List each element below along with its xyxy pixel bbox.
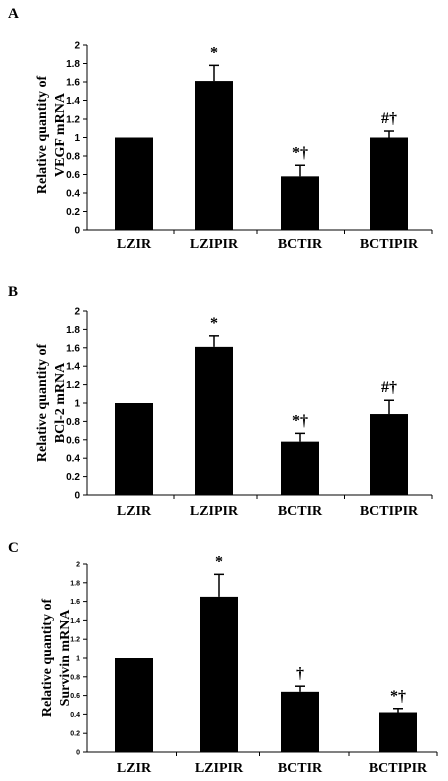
y-axis-label-line: VEGF mRNA bbox=[53, 92, 68, 177]
y-tick-label: 1.2 bbox=[70, 637, 80, 644]
x-tick-label: LZIPIR bbox=[190, 237, 239, 252]
y-tick-label: 0.8 bbox=[66, 152, 80, 163]
bar bbox=[370, 414, 408, 495]
y-tick-label: 2 bbox=[74, 307, 80, 318]
x-tick-label: BCTIPIR bbox=[369, 761, 428, 776]
y-tick-label: 0.4 bbox=[70, 712, 80, 719]
y-axis-label: Relative quantity of VEGF mRNA bbox=[35, 76, 68, 195]
x-tick-label: BCTIR bbox=[278, 761, 323, 776]
y-tick-label: 1.6 bbox=[66, 78, 80, 89]
bar bbox=[281, 441, 319, 495]
y-tick-label: 0.6 bbox=[66, 170, 80, 181]
x-tick-label: LZIPIR bbox=[195, 761, 244, 776]
y-tick-label: 2 bbox=[74, 41, 80, 52]
y-tick-label: 1.8 bbox=[70, 580, 80, 587]
bar bbox=[200, 596, 238, 752]
x-tick-label: LZIR bbox=[117, 504, 152, 519]
y-tick-label: 0.6 bbox=[70, 693, 80, 700]
significance-marker: *† bbox=[292, 412, 308, 429]
y-tick-label: 1 bbox=[76, 655, 80, 662]
bar bbox=[115, 403, 153, 495]
y-tick-label: 0 bbox=[74, 226, 80, 237]
x-tick-label: BCTIR bbox=[278, 237, 323, 252]
y-axis-label: Relative quantity of Survivin mRNA bbox=[40, 599, 73, 718]
y-tick-label: 1.4 bbox=[66, 96, 80, 107]
significance-marker: #† bbox=[381, 110, 397, 127]
bar bbox=[281, 691, 319, 752]
y-tick-label: 0.6 bbox=[66, 435, 80, 446]
y-tick-label: 1 bbox=[74, 399, 80, 410]
bar bbox=[370, 137, 408, 230]
y-axis-label-line: Relative quantity of bbox=[40, 599, 55, 718]
significance-marker: *† bbox=[390, 688, 406, 705]
significance-marker: * bbox=[210, 44, 218, 61]
y-tick-label: 1.8 bbox=[66, 325, 80, 336]
significance-marker: #† bbox=[381, 379, 397, 396]
significance-marker: * bbox=[215, 553, 223, 570]
x-tick-label: LZIPIR bbox=[190, 504, 239, 519]
bar bbox=[195, 346, 233, 495]
y-tick-label: 1.2 bbox=[66, 115, 80, 126]
y-axis-label-line: Survivin mRNA bbox=[58, 609, 73, 707]
x-tick-label: BCTIR bbox=[278, 504, 323, 519]
bar bbox=[115, 658, 153, 752]
y-tick-label: 0.2 bbox=[66, 207, 80, 218]
y-tick-label: 1.2 bbox=[66, 380, 80, 391]
x-tick-label: BCTIPIR bbox=[360, 504, 419, 519]
y-tick-label: 0.2 bbox=[66, 472, 80, 483]
y-tick-label: 1 bbox=[74, 133, 80, 144]
significance-marker: *† bbox=[292, 144, 308, 161]
y-tick-label: 1.8 bbox=[66, 59, 80, 70]
y-axis-label-line: Relative quantity of bbox=[35, 76, 50, 195]
y-tick-label: 2 bbox=[76, 561, 80, 568]
y-tick-label: 0.4 bbox=[66, 454, 80, 465]
panel-letter: B bbox=[8, 284, 18, 300]
y-tick-label: 0.8 bbox=[70, 674, 80, 681]
x-tick-label: LZIR bbox=[117, 761, 152, 776]
significance-marker: * bbox=[210, 315, 218, 332]
y-axis-label-line: BCl-2 mRNA bbox=[53, 362, 68, 443]
bar bbox=[281, 176, 319, 230]
panel-letter: A bbox=[8, 6, 19, 22]
significance-marker: † bbox=[296, 665, 304, 682]
x-tick-label: BCTIPIR bbox=[360, 237, 419, 252]
y-tick-label: 0.4 bbox=[66, 189, 80, 200]
y-axis-label-line: Relative quantity of bbox=[35, 344, 50, 463]
panel-letter: C bbox=[8, 540, 19, 556]
y-tick-label: 1.6 bbox=[70, 599, 80, 606]
y-tick-label: 1.4 bbox=[66, 362, 80, 373]
y-axis-label: Relative quantity of BCl-2 mRNA bbox=[35, 344, 68, 463]
y-tick-label: 1.6 bbox=[66, 343, 80, 354]
y-tick-label: 0 bbox=[74, 491, 80, 502]
y-tick-label: 1.4 bbox=[70, 618, 80, 625]
y-tick-label: 0 bbox=[76, 749, 80, 756]
y-tick-label: 0.8 bbox=[66, 417, 80, 428]
bar bbox=[379, 712, 417, 752]
bar bbox=[115, 137, 153, 230]
x-tick-label: LZIR bbox=[117, 237, 152, 252]
y-tick-label: 0.2 bbox=[70, 731, 80, 738]
bar bbox=[195, 81, 233, 230]
